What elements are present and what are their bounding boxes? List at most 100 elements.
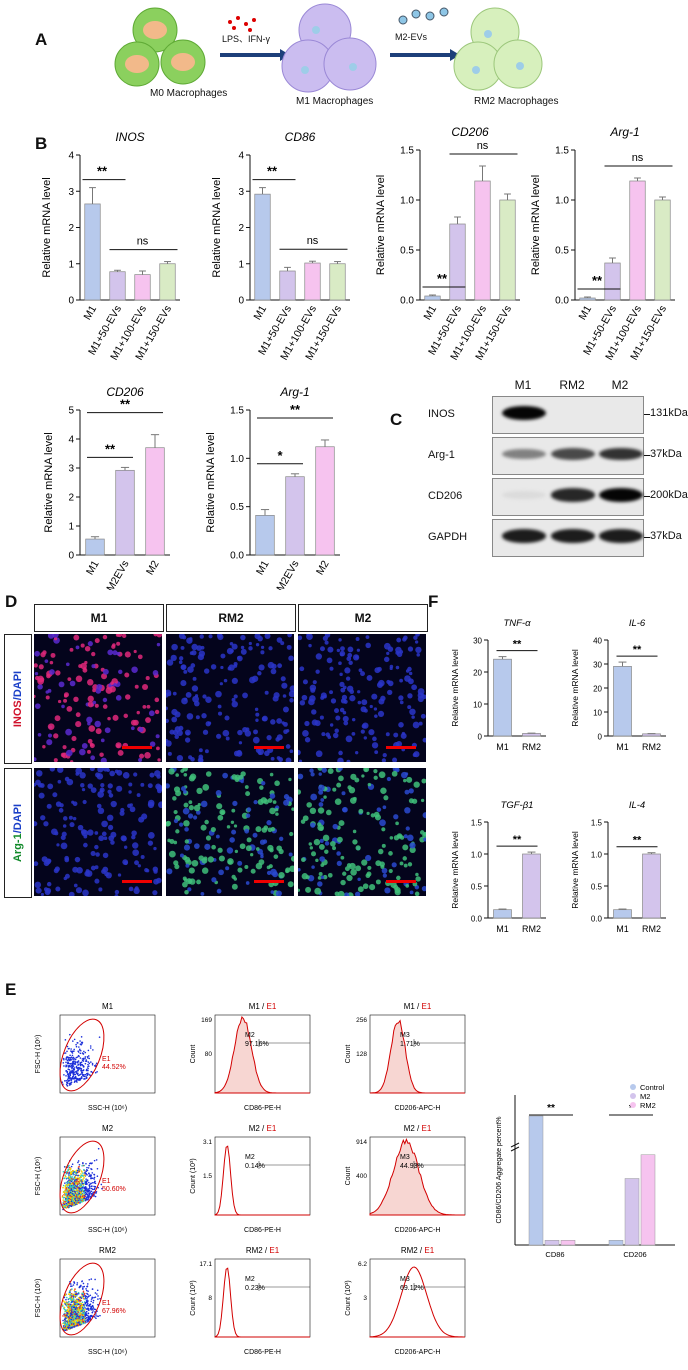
bar — [499, 199, 516, 301]
y-tick-label: 1.0 — [471, 851, 483, 860]
y-tick-label: 0.5 — [400, 246, 414, 257]
panel-b-charts: INOS 0 1 2 3 4 Relative mRNA level M1 M1+50-EVs M… — [0, 125, 688, 375]
x-tick-label: M2 — [144, 558, 162, 577]
y-tick-label: 1.5 — [555, 146, 569, 157]
scatter-x-label: SSC-H (10⁶) — [88, 1227, 127, 1234]
blot-protein-label: CD206 — [428, 490, 463, 502]
y-tick-label: 3 — [68, 464, 74, 475]
y-tick-label: 0.0 — [230, 551, 244, 562]
histogram-title: M1 / E1 — [249, 1002, 277, 1011]
flow-cytometry: M1 E1 44.52% SSC-H (10⁶) FSC-H (10⁶) M1 / E1 M… — [0, 985, 480, 1365]
y-tick-label: 1.5 — [471, 819, 483, 828]
histogram-ymid: 1.5 — [203, 1173, 212, 1180]
scatter-x-label: SSC-H (10⁶) — [88, 1349, 127, 1356]
bar — [254, 193, 271, 301]
x-tick-label: M1 — [496, 742, 509, 752]
significance-mark: ns — [137, 236, 149, 248]
gate-percent: 44.52% — [102, 1064, 126, 1071]
histogram-percent: 1.71% — [400, 1041, 420, 1048]
lps-label: LPS、IFN-γ — [222, 34, 271, 44]
gate-percent: 67.96% — [102, 1308, 126, 1315]
blot-size-label: 37kDa — [650, 530, 682, 542]
scatter-title: RM2 — [99, 1246, 116, 1255]
y-tick-label: 0.5 — [471, 883, 483, 892]
gate-percent: 50.60% — [102, 1186, 126, 1193]
histogram-title: M2 / E1 — [404, 1124, 432, 1133]
chart-title: IL-6 — [629, 618, 646, 629]
chart-title: TNF-α — [503, 618, 531, 629]
scale-bar — [386, 746, 416, 749]
rm2-cell-icon — [453, 7, 543, 91]
significance-mark: ** — [592, 273, 603, 288]
y-tick-label: 0.0 — [471, 915, 483, 924]
panel-a-schematic — [114, 3, 543, 93]
y-tick-label: 1 — [68, 522, 74, 533]
gate-name: E1 — [102, 1300, 111, 1307]
significance-mark: ** — [120, 397, 131, 412]
scatter-title: M2 — [102, 1124, 114, 1133]
bar — [528, 1115, 544, 1246]
blot-lane-label: M1 — [514, 378, 532, 392]
histogram-ymax: 17.1 — [199, 1261, 212, 1268]
significance-mark: ns — [307, 235, 319, 247]
panel-label-b-visible: B — [35, 134, 48, 153]
y-tick-label: 0.0 — [555, 296, 569, 307]
blot-band — [502, 448, 546, 460]
blot-band — [599, 529, 643, 543]
bar-chart: TNF-α 0 10 20 30 Relative mRNA level M1 RM2 ** — [450, 618, 546, 752]
histogram-percent: 0.23% — [245, 1285, 265, 1292]
histogram-title: M1 / E1 — [404, 1002, 432, 1011]
x-tick-label: CD86 — [545, 1250, 564, 1259]
blot-band — [502, 490, 546, 500]
y-tick-label: 4 — [68, 151, 74, 162]
panel-label-d: D — [5, 592, 18, 611]
gate-ellipse — [59, 1140, 105, 1214]
bar — [449, 223, 466, 301]
blot-strip — [492, 478, 644, 516]
panel-b2-charts: CD206 0 1 2 3 4 5 Relative mRNA level M1 M1+M2EVs… — [0, 385, 390, 612]
histogram-y-label: Count (10³) — [190, 1280, 197, 1315]
histogram: M2 / E1 M2 0.14% 3.1 1.5 Count (10³) CD86-PE-H — [190, 1124, 311, 1234]
bar — [145, 447, 165, 556]
x-tick-label: RM2 — [642, 742, 661, 752]
y-tick-label: 1.0 — [400, 196, 414, 207]
micro-column-header: RM2 — [166, 604, 296, 632]
y-tick-label: 10 — [593, 709, 602, 718]
blot-band — [551, 529, 595, 543]
legend-marker — [630, 1102, 636, 1108]
y-tick-label: 20 — [473, 669, 482, 678]
scatter-y-label: FSC-H (10⁶) — [35, 1157, 42, 1196]
m1-cell-icon — [281, 3, 377, 93]
gate-ellipse — [59, 1262, 105, 1336]
blot-band — [599, 447, 643, 461]
micrograph — [298, 634, 426, 762]
blot-band — [599, 488, 643, 502]
y-tick-label: 1.5 — [591, 819, 603, 828]
bar — [424, 295, 441, 301]
bar — [654, 199, 671, 301]
significance-mark: ** — [513, 639, 522, 651]
y-tick-label: 0.5 — [591, 883, 603, 892]
micro-column-header: M1 — [34, 604, 164, 632]
histogram-ymid: 8 — [208, 1295, 212, 1302]
significance-mark: ** — [97, 164, 108, 179]
scatter-x-label: SSC-H (10⁶) — [88, 1105, 127, 1112]
bar — [522, 853, 541, 919]
y-tick-label: 10 — [473, 701, 482, 710]
significance-mark: ns — [632, 152, 644, 164]
y-axis-label: Relative mRNA level — [43, 432, 55, 532]
legend-marker — [630, 1084, 636, 1090]
bar — [255, 515, 275, 556]
gate-name: E1 — [102, 1056, 111, 1063]
significance-mark: * — [277, 448, 283, 463]
y-tick-label: 0 — [598, 733, 603, 742]
rm2-label: RM2 Macrophages — [474, 96, 559, 107]
histogram-curve — [369, 1266, 465, 1338]
histogram: M1 / E1 M3 1.71% 256 128 Count CD206-APC-H — [345, 1002, 466, 1112]
histogram-title: RM2 / E1 — [401, 1246, 435, 1255]
bar-chart: TGF-β1 0.0 0.5 1.0 1.5 Relative mRNA level M1 R… — [450, 800, 546, 934]
y-tick-label: 0.5 — [230, 502, 244, 513]
histogram-ymax: 256 — [356, 1017, 367, 1024]
